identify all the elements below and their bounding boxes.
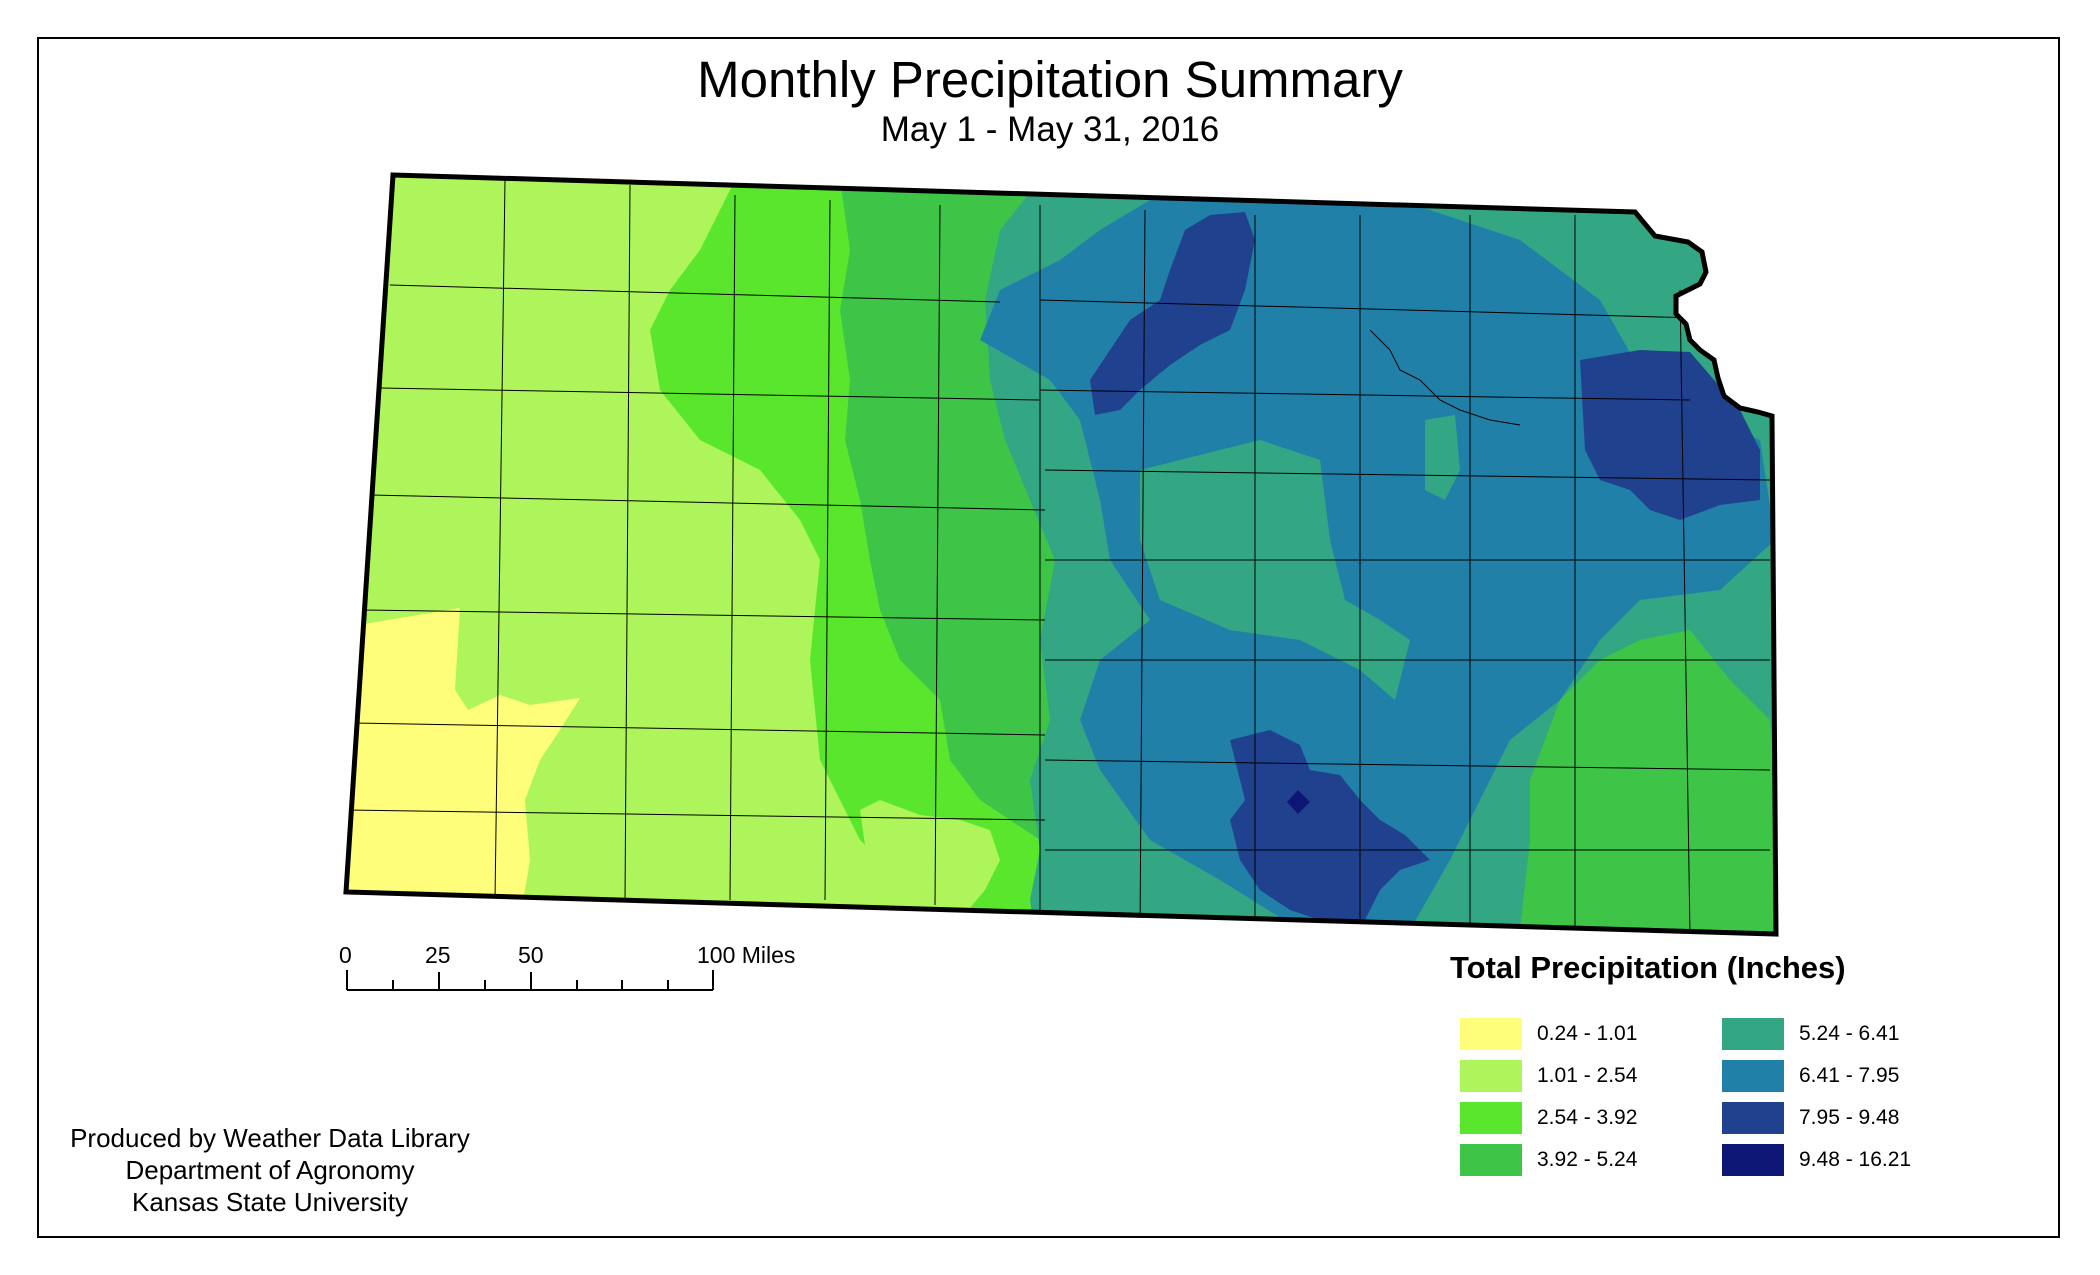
zone-0.24-1.01 [346, 608, 580, 934]
zone-6.41-7.95 [980, 200, 1775, 930]
map-title: Monthly Precipitation Summary [697, 51, 1403, 108]
legend-swatch [1722, 1144, 1784, 1176]
legend-label: 5.24 - 6.41 [1799, 1022, 1900, 1045]
legend-swatch [1460, 1102, 1522, 1134]
legend-label: 1.01 - 2.54 [1537, 1064, 1638, 1087]
credits-line-1: Produced by Weather Data Library [70, 1123, 470, 1153]
legend-label: 9.48 - 16.21 [1799, 1148, 1912, 1171]
zone-1.01-2.54-south-patch [860, 800, 1000, 925]
precipitation-zones [346, 175, 1776, 934]
legend-swatch [1722, 1060, 1784, 1092]
legend-swatch [1722, 1102, 1784, 1134]
credits-line-2: Department of Agronomy [125, 1155, 415, 1185]
legend-label: 7.95 - 9.48 [1799, 1106, 1900, 1129]
legend-label: 2.54 - 3.92 [1537, 1106, 1638, 1129]
legend-swatch [1460, 1144, 1522, 1176]
kansas-state-outline [343, 172, 1779, 937]
credits: Produced by Weather Data Library Departm… [50, 1122, 490, 1218]
zone-7.95-9.48-north [1090, 212, 1255, 415]
legend-title: Total Precipitation (Inches) [1450, 950, 1846, 985]
scale-label-50: 50 [518, 942, 544, 968]
scale-label-0: 0 [339, 942, 352, 968]
scale-label-100: 100 Miles [697, 942, 796, 968]
scale-label-25: 25 [425, 942, 451, 968]
zone-5.24-6.41-lake [1425, 415, 1460, 500]
legend-swatch [1460, 1018, 1522, 1050]
legend-swatch [1722, 1018, 1784, 1050]
legend-label: 0.24 - 1.01 [1537, 1022, 1638, 1045]
county-boundaries [346, 179, 1771, 934]
map-subtitle: May 1 - May 31, 2016 [880, 110, 1220, 149]
zone-3.92-5.24-southeast [1520, 630, 1776, 934]
zone-9.48-16.21 [1287, 790, 1310, 814]
zone-7.95-9.48-south [1230, 730, 1430, 930]
credits-line-3: Kansas State University [131, 1187, 408, 1217]
legend-swatch [1460, 1060, 1522, 1092]
scale-bar [346, 970, 714, 991]
zone-5.24-6.41-interior [1140, 440, 1410, 700]
legend-label: 3.92 - 5.24 [1537, 1148, 1638, 1171]
legend-label: 6.41 - 7.95 [1799, 1064, 1900, 1087]
